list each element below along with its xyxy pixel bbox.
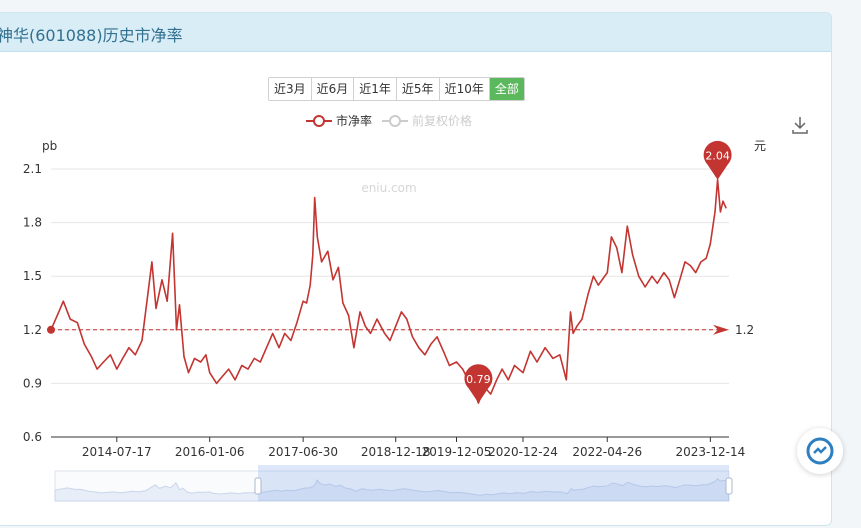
y-axis-label: pb (42, 139, 57, 153)
x-tick-label: 2023-12-14 (675, 445, 745, 459)
markpoint-group: 2.04 0.79 (464, 140, 732, 404)
range-button-1y[interactable]: 近1年 (354, 78, 397, 100)
page-title: 神华(601088)历史市净率 (0, 26, 183, 45)
y-tick-label: 1.8 (23, 216, 42, 230)
assistant-icon (806, 437, 834, 465)
legend-label: 市净率 (336, 114, 373, 128)
markline-group: 1.2 (51, 323, 754, 337)
markpoint-pin (464, 364, 493, 404)
axes: 0.6 0.9 1.2 1.5 1.8 2.1 2014-07-17 2016-01-06 20… (23, 162, 745, 459)
y2-axis-label: 元 (754, 139, 766, 153)
markpoint-pin (703, 140, 732, 180)
legend-line-icon (306, 114, 332, 128)
x-tick-label: 2019-12-05 (422, 445, 492, 459)
range-button-10y[interactable]: 近10年 (439, 78, 490, 100)
zoom-handle-right (725, 477, 733, 495)
x-tick-label: 2016-01-06 (175, 445, 245, 459)
x-tick-label: 2014-07-17 (82, 445, 152, 459)
legend-line-icon (382, 114, 409, 128)
zoom-preview-area (54, 478, 730, 502)
watermark: eniu.com (361, 181, 416, 195)
series-group (47, 178, 727, 404)
x-tick-label: 2022-04-26 (572, 445, 642, 459)
y-tick-label: 2.1 (23, 162, 42, 176)
legend-label: 前复权价格 (412, 114, 473, 128)
y-tick-label: 1.5 (23, 269, 42, 283)
y-tick-label: 1.2 (23, 323, 42, 337)
range-button-5y[interactable]: 近5年 (396, 78, 440, 100)
chart-legend: 市净率 前复权价格 (306, 112, 482, 129)
y-tick-label: 0.6 (23, 430, 42, 444)
y-tick-label: 0.9 (23, 376, 42, 390)
range-button-all[interactable]: 全部 (489, 78, 524, 100)
zoom-handle-left (254, 477, 262, 495)
range-selector: 近3月 近6月 近1年 近5年 近10年 全部 (268, 77, 525, 101)
x-tick-label: 2017-06-30 (268, 445, 338, 459)
datazoom-slider[interactable] (54, 465, 733, 502)
x-tick-label: 2018-12-18 (361, 445, 431, 459)
grid-lines (51, 168, 729, 438)
download-icon[interactable] (790, 115, 810, 135)
markline-arrow-icon (713, 324, 729, 335)
markpoint-label: 0.79 (466, 373, 491, 386)
markline-label: 1.2 (735, 323, 754, 337)
x-tick-label: 2020-12-24 (488, 445, 558, 459)
markpoint-label: 2.04 (705, 150, 730, 163)
assistant-button[interactable] (797, 428, 843, 474)
legend-item-pb[interactable]: 市净率 (306, 112, 372, 129)
series-line-pb (50, 178, 727, 404)
legend-item-price[interactable]: 前复权价格 (382, 112, 472, 129)
zoom-window (258, 465, 729, 501)
card-header: 神华(601088)历史市净率 (0, 13, 831, 52)
range-button-6m[interactable]: 近6月 (311, 78, 355, 100)
range-button-3m[interactable]: 近3月 (269, 78, 312, 100)
